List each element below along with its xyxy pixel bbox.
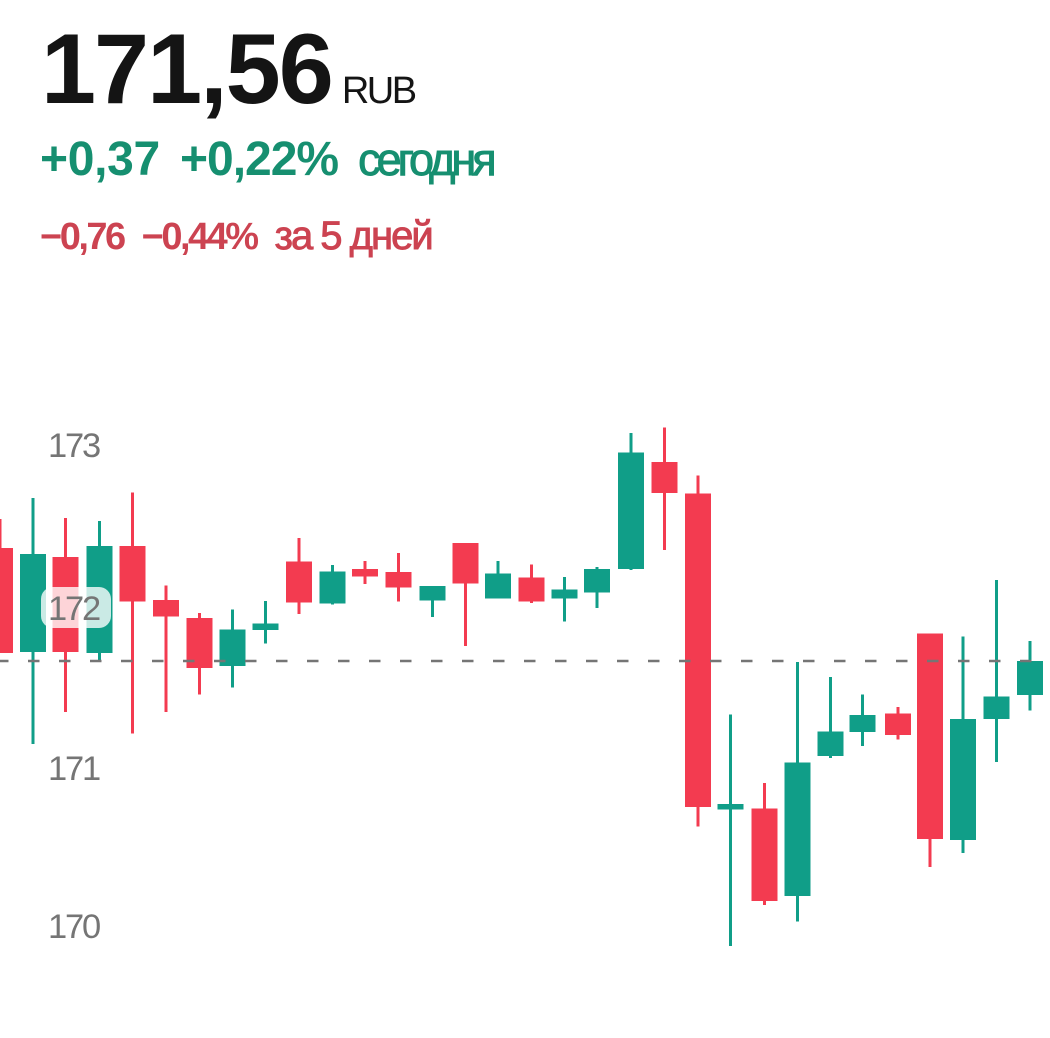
svg-text:171: 171 [48,750,100,788]
svg-text:172: 172 [48,590,100,628]
svg-text:173: 173 [48,427,100,465]
svg-text:170: 170 [48,908,100,946]
